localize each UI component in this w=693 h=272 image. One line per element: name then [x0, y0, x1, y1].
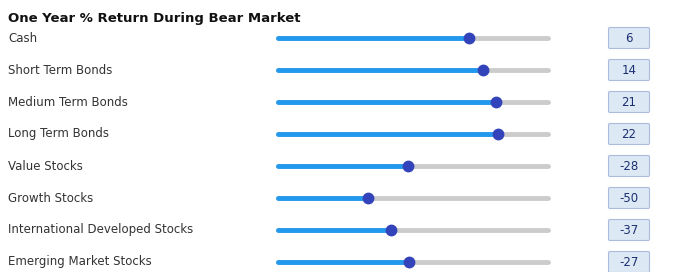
Text: -50: -50	[620, 191, 638, 205]
Text: One Year % Return During Bear Market: One Year % Return During Bear Market	[8, 12, 301, 25]
FancyBboxPatch shape	[608, 220, 649, 240]
Text: -27: -27	[620, 255, 639, 268]
FancyBboxPatch shape	[608, 60, 649, 81]
FancyBboxPatch shape	[608, 187, 649, 209]
Text: -28: -28	[620, 159, 639, 172]
Text: Cash: Cash	[8, 32, 37, 45]
Text: Long Term Bonds: Long Term Bonds	[8, 128, 109, 141]
Text: 6: 6	[625, 32, 633, 45]
Text: 14: 14	[622, 63, 636, 76]
Text: Emerging Market Stocks: Emerging Market Stocks	[8, 255, 152, 268]
Text: Value Stocks: Value Stocks	[8, 159, 83, 172]
FancyBboxPatch shape	[608, 156, 649, 177]
Text: Medium Term Bonds: Medium Term Bonds	[8, 95, 128, 109]
FancyBboxPatch shape	[608, 252, 649, 272]
Text: 21: 21	[622, 95, 636, 109]
FancyBboxPatch shape	[608, 123, 649, 144]
Text: 22: 22	[622, 128, 636, 141]
FancyBboxPatch shape	[608, 27, 649, 48]
Text: -37: -37	[620, 224, 639, 236]
Text: Short Term Bonds: Short Term Bonds	[8, 63, 112, 76]
FancyBboxPatch shape	[608, 91, 649, 113]
Text: International Developed Stocks: International Developed Stocks	[8, 224, 193, 236]
Text: Growth Stocks: Growth Stocks	[8, 191, 94, 205]
